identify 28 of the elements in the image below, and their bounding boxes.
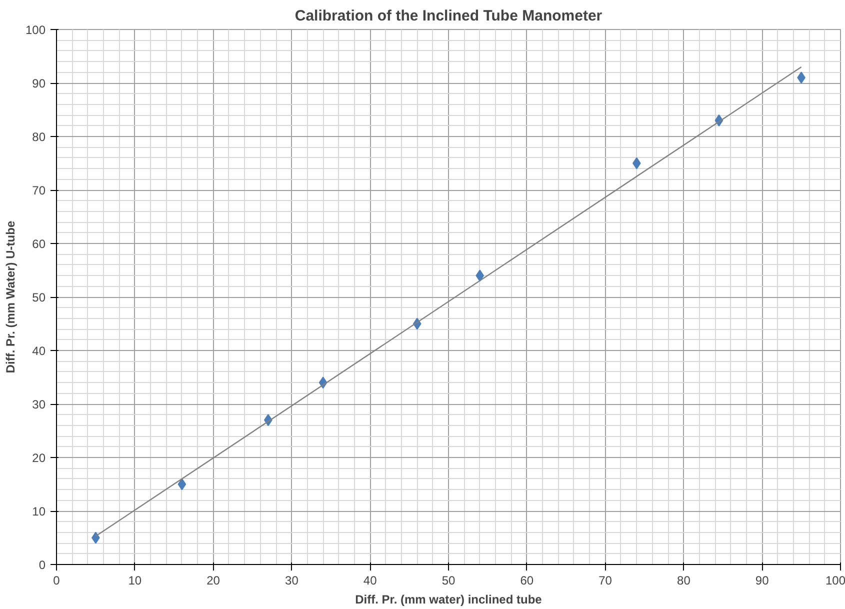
y-tick-label: 0 — [38, 558, 46, 572]
y-tick-label: 10 — [32, 504, 46, 518]
x-axis-title: Diff. Pr. (mm water) inclined tube — [355, 592, 542, 606]
x-tick-label: 40 — [363, 574, 378, 588]
x-tick-label: 80 — [677, 574, 691, 588]
point — [178, 478, 186, 490]
y-tick-label: 40 — [32, 344, 46, 358]
chart-title: Calibration of the Inclined Tube Manometer — [294, 8, 602, 24]
x-tick-label: 70 — [598, 574, 612, 588]
y-tick-label: 60 — [32, 237, 46, 251]
x-tick-label: 0 — [53, 574, 60, 588]
y-tick-label: 100 — [25, 23, 46, 37]
x-tick-label: 90 — [755, 574, 770, 588]
y-tick-label: 90 — [32, 76, 46, 90]
y-tick-label: 30 — [32, 398, 46, 412]
y-axis-title: Diff. Pr. (mm Water) U-tube — [3, 220, 18, 374]
x-tick-label: 10 — [128, 574, 142, 588]
x-tick-label: 100 — [825, 574, 845, 588]
point — [476, 270, 484, 282]
x-tick-label: 30 — [285, 574, 299, 588]
point — [632, 157, 641, 170]
x-tick-label: 60 — [520, 574, 534, 588]
y-tick-label: 80 — [32, 130, 46, 144]
x-tick-label: 50 — [442, 574, 456, 588]
x-tick-label: 20 — [206, 574, 220, 588]
y-tick-label: 50 — [32, 290, 46, 304]
y-tick-label: 70 — [32, 184, 46, 198]
y-tick-label: 20 — [32, 451, 46, 465]
